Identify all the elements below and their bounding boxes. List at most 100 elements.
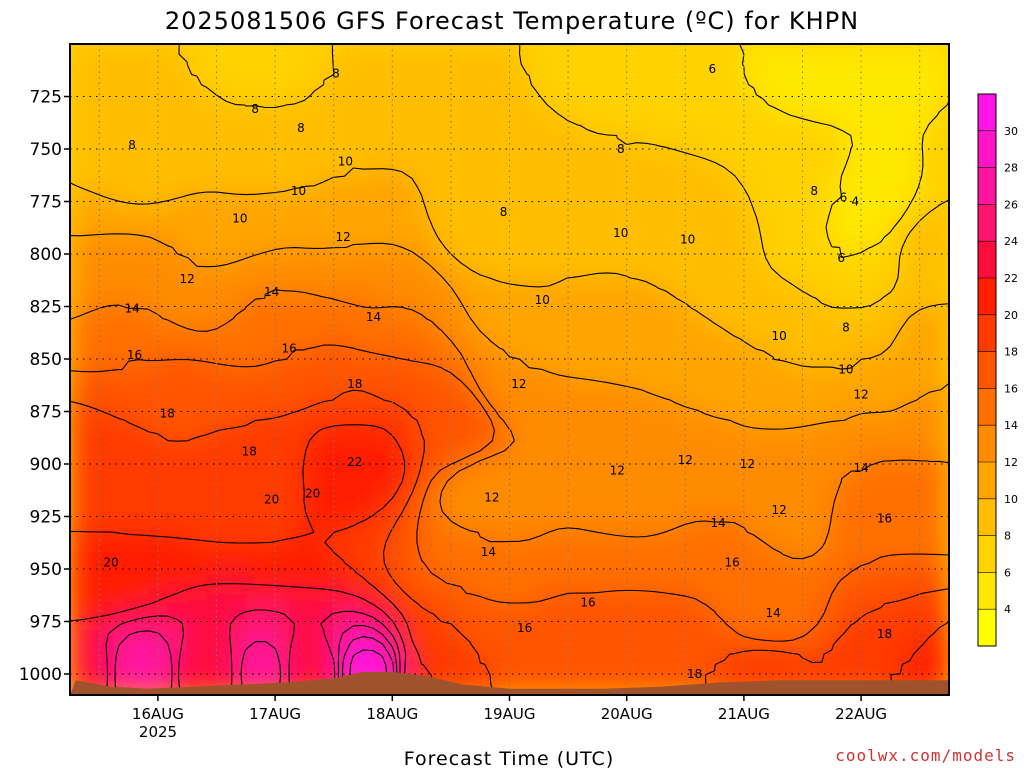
field-cell bbox=[128, 620, 144, 637]
field-cell bbox=[318, 339, 335, 356]
field-cell bbox=[596, 664, 613, 681]
field-cell bbox=[274, 324, 291, 341]
field-cell bbox=[172, 561, 188, 578]
field-cell bbox=[391, 324, 408, 341]
field-cell bbox=[670, 176, 686, 193]
x-axis-label: Forecast Time (UTC) bbox=[404, 748, 614, 768]
field-cell bbox=[479, 487, 496, 504]
field-cell bbox=[523, 369, 540, 385]
field-cell bbox=[699, 620, 716, 637]
field-cell bbox=[889, 324, 906, 341]
field-cell bbox=[714, 428, 730, 444]
field-cell bbox=[802, 664, 818, 681]
field-cell bbox=[553, 73, 569, 89]
field-cell bbox=[84, 487, 100, 504]
field-cell bbox=[465, 309, 481, 326]
field-cell bbox=[201, 265, 217, 282]
field-cell bbox=[611, 487, 628, 504]
field-cell bbox=[509, 635, 525, 652]
field-cell bbox=[362, 309, 379, 326]
field-cell bbox=[479, 309, 496, 326]
field-cell bbox=[787, 161, 804, 178]
field-cell bbox=[391, 413, 408, 430]
field-cell bbox=[435, 339, 452, 356]
field-cell bbox=[435, 250, 452, 267]
field-cell bbox=[494, 472, 511, 489]
field-cell bbox=[318, 487, 335, 504]
field-cell bbox=[274, 620, 291, 637]
field-cell bbox=[860, 428, 877, 444]
field-cell bbox=[567, 354, 584, 370]
field-cell bbox=[611, 605, 628, 622]
field-cell bbox=[113, 650, 130, 666]
field-cell bbox=[128, 635, 144, 652]
field-cell bbox=[904, 413, 921, 430]
field-cell bbox=[904, 147, 921, 163]
field-cell bbox=[479, 502, 496, 518]
field-cell bbox=[772, 265, 789, 282]
field-cell bbox=[772, 398, 789, 415]
field-cell bbox=[479, 354, 496, 370]
field-cell bbox=[245, 176, 261, 193]
field-cell bbox=[567, 161, 584, 178]
field-cell bbox=[172, 413, 188, 430]
field-cell bbox=[919, 354, 935, 370]
field-cell bbox=[772, 664, 789, 681]
field-cell bbox=[670, 147, 686, 163]
field-cell bbox=[70, 502, 86, 518]
field-cell bbox=[743, 635, 760, 652]
field-cell bbox=[714, 620, 730, 637]
field-cell bbox=[582, 383, 598, 400]
field-cell bbox=[772, 295, 789, 311]
field-cell bbox=[157, 635, 174, 652]
field-cell bbox=[465, 650, 481, 666]
field-cell bbox=[728, 443, 745, 459]
field-cell bbox=[919, 176, 935, 193]
field-cell bbox=[743, 354, 760, 370]
field-cell bbox=[582, 443, 598, 459]
field-cell bbox=[684, 87, 701, 104]
field-cell bbox=[772, 487, 789, 504]
field-cell bbox=[465, 413, 481, 430]
field-cell bbox=[347, 398, 364, 415]
field-cell bbox=[933, 161, 949, 178]
field-cell bbox=[157, 664, 174, 681]
colorbar-swatch bbox=[978, 609, 996, 646]
field-cell bbox=[274, 339, 291, 356]
field-cell bbox=[421, 354, 437, 370]
field-cell bbox=[860, 147, 877, 163]
ground-terrain bbox=[70, 671, 949, 695]
field-cell bbox=[142, 502, 159, 518]
field-cell bbox=[391, 44, 408, 60]
field-cell bbox=[509, 176, 525, 193]
field-cell bbox=[596, 176, 613, 193]
field-cell bbox=[362, 443, 379, 459]
field-cell bbox=[611, 635, 628, 652]
field-cell bbox=[655, 531, 672, 548]
field-cell bbox=[362, 324, 379, 341]
field-cell bbox=[875, 295, 891, 311]
field-cell bbox=[816, 147, 833, 163]
field-cell bbox=[640, 369, 657, 385]
field-cell bbox=[289, 44, 305, 60]
field-cell bbox=[450, 250, 467, 267]
field-cell bbox=[743, 650, 760, 666]
field-cell bbox=[172, 176, 188, 193]
field-cell bbox=[465, 339, 481, 356]
field-cell bbox=[303, 398, 320, 415]
field-cell bbox=[421, 472, 437, 489]
field-cell bbox=[186, 44, 203, 60]
field-cell bbox=[523, 117, 540, 134]
field-cell bbox=[626, 546, 642, 563]
field-cell bbox=[230, 309, 247, 326]
field-cell bbox=[860, 44, 877, 60]
field-cell bbox=[875, 502, 891, 518]
field-cell bbox=[84, 546, 100, 563]
field-cell bbox=[318, 191, 335, 208]
field-cell bbox=[274, 561, 291, 578]
field-cell bbox=[714, 87, 730, 104]
field-cell bbox=[303, 250, 320, 267]
field-cell bbox=[626, 147, 642, 163]
field-cell bbox=[421, 87, 437, 104]
field-cell bbox=[699, 87, 716, 104]
